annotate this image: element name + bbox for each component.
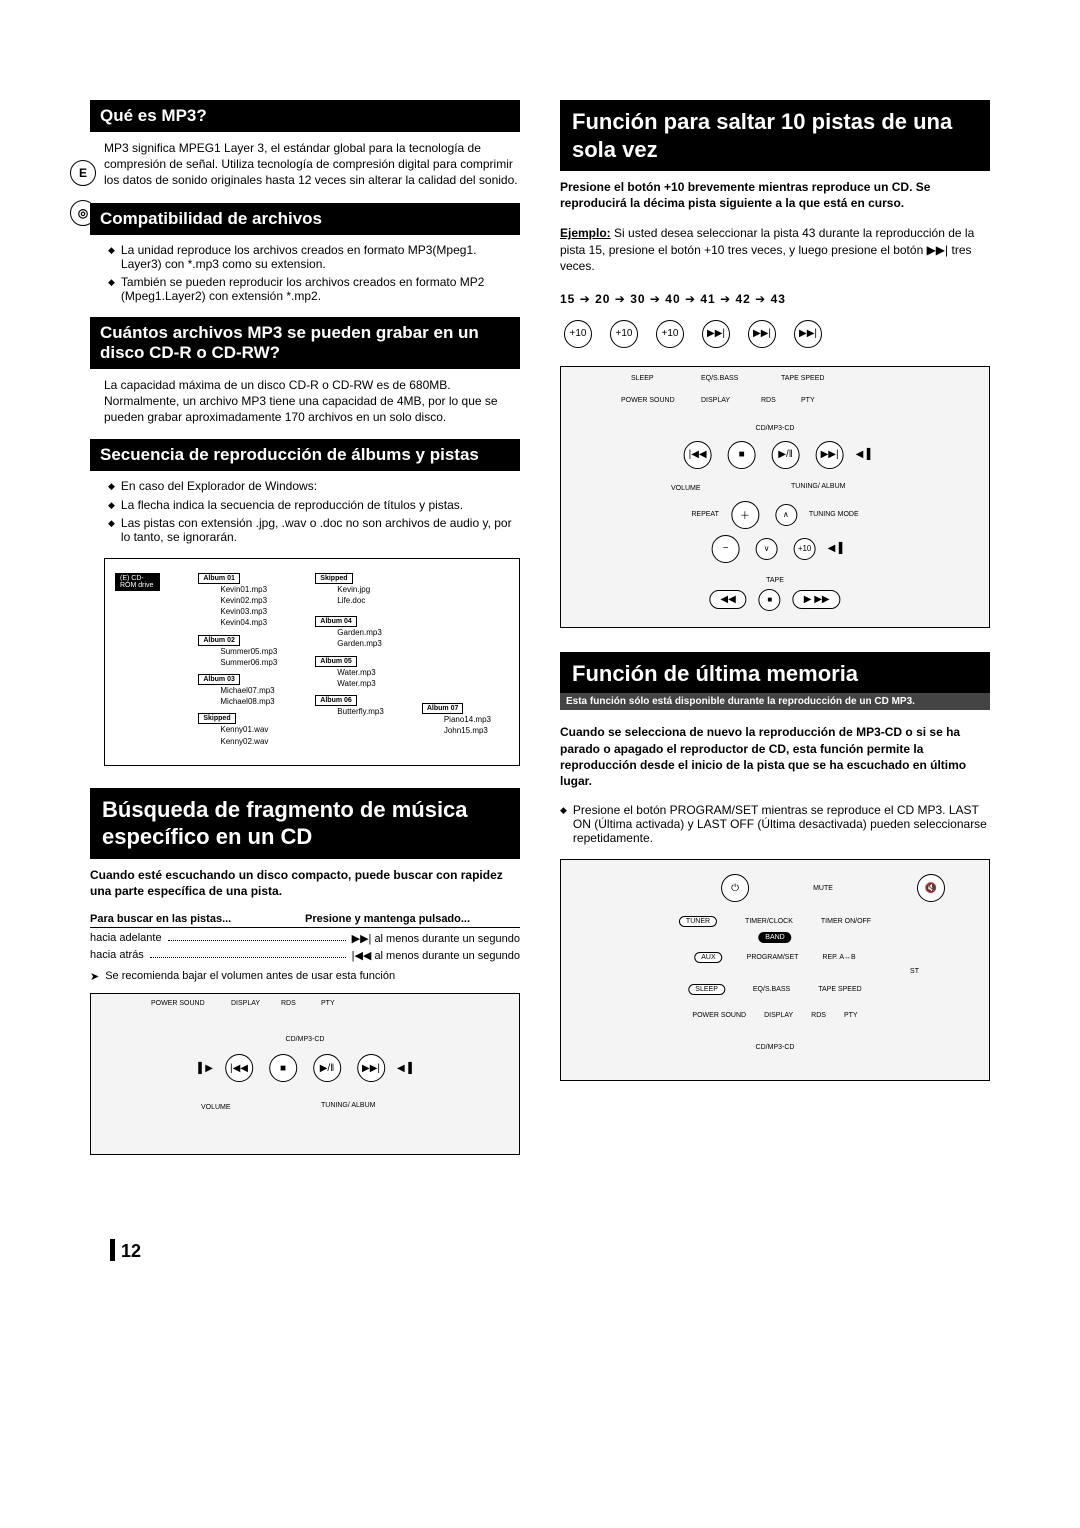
next-track-icon: ▶▶|	[794, 320, 822, 348]
tbl-r1a: hacia adelante	[90, 932, 162, 945]
compat-bullets: La unidad reproduce los archivos creados…	[108, 243, 520, 303]
plus10-icon: +10	[656, 320, 684, 348]
seq-b1: En caso del Explorador de Windows:	[121, 479, 317, 493]
para-saltar10b: Ejemplo: Si usted desea seleccionar la p…	[560, 225, 990, 274]
seq-b3: Las pistas con extensión .jpg, .wav o .d…	[121, 516, 520, 544]
button-sequence: +10 +10 +10 ▶▶| ▶▶| ▶▶|	[560, 320, 990, 348]
hdr-que-es-mp3: Qué es MP3?	[90, 100, 520, 132]
sub-ultima: Esta función sólo está disponible durant…	[560, 693, 990, 710]
ultima-bullets: Presione el botón PROGRAM/SET mientras s…	[560, 803, 990, 845]
para-que-es-mp3: MP3 significa MPEG1 Layer 3, el estándar…	[104, 140, 520, 189]
album-05: Album 05	[315, 656, 357, 667]
para-busqueda-intro: Cuando esté escuchando un disco compacto…	[90, 867, 520, 899]
disc-icon: ◎	[70, 200, 96, 226]
next-track-icon: ▶▶|	[748, 320, 776, 348]
album-07: Album 07	[422, 703, 464, 714]
tbl-r2a: hacia atrás	[90, 949, 144, 962]
para-saltar10a: Presione el botón +10 brevemente mientra…	[560, 179, 990, 211]
track-sequence: 15 20 30 40 41 42 43	[560, 292, 990, 306]
album-03: Album 03	[198, 674, 240, 685]
seq-b2: La flecha indica la secuencia de reprodu…	[121, 498, 463, 512]
page-root: Qué es MP3? MP3 significa MPEG1 Layer 3,…	[90, 100, 990, 1179]
page-number: 12	[110, 1239, 1080, 1262]
marker-letter: E	[70, 160, 96, 186]
tree-root: (E) CD-ROM drive	[115, 573, 160, 591]
compat-b2: También se pueden reproducir los archivo…	[121, 275, 520, 303]
compat-b1: La unidad reproduce los archivos creados…	[121, 243, 520, 271]
remote-illustration-3: ⏻ MUTE 🔇 TUNER TIMER/CLOCK TIMER ON/OFF …	[560, 859, 990, 1081]
hdr-secuencia: Secuencia de reproducción de álbums y pi…	[90, 439, 520, 471]
side-icons: E ◎	[70, 160, 98, 240]
tbl-r1b: ▶▶| al menos durante un segundo	[352, 932, 520, 945]
hdr-compat: Compatibilidad de archivos	[90, 203, 520, 235]
skipped-1: Skipped	[198, 713, 235, 724]
next-track-icon: ▶▶|	[702, 320, 730, 348]
tbl-h1: Para buscar en las pistas...	[90, 913, 305, 925]
right-column: Función para saltar 10 pistas de una sol…	[560, 100, 990, 1179]
remote-illustration-1: POWER SOUND DISPLAY RDS PTY CD/MP3-CD ▌▶…	[90, 993, 520, 1155]
hdr-ultima-memoria: Función de última memoria	[560, 652, 990, 696]
plus10-icon: +10	[564, 320, 592, 348]
search-table: Para buscar en las pistas... Presione y …	[90, 913, 520, 962]
folder-tree-figure: (E) CD-ROM drive Album 01 Kevin01.mp3 Ke…	[104, 558, 520, 766]
album-02: Album 02	[198, 635, 240, 646]
mute-icon: 🔇	[917, 874, 945, 902]
plus10-icon: +10	[610, 320, 638, 348]
ultima-b1: Presione el botón PROGRAM/SET mientras s…	[573, 803, 990, 845]
hdr-busqueda: Búsqueda de fragmento de música específi…	[90, 788, 520, 859]
hdr-saltar10: Función para saltar 10 pistas de una sol…	[560, 100, 990, 171]
skipped-2: Skipped	[315, 573, 352, 584]
para-ultima: Cuando se selecciona de nuevo la reprodu…	[560, 724, 990, 789]
volume-note: Se recomienda bajar el volumen antes de …	[90, 970, 520, 983]
album-01: Album 01	[198, 573, 240, 584]
para-cuantos: La capacidad máxima de un disco CD-R o C…	[104, 377, 520, 426]
tbl-h2: Presione y mantenga pulsado...	[305, 913, 470, 925]
secuencia-bullets: En caso del Explorador de Windows: La fl…	[108, 479, 520, 544]
album-06: Album 06	[315, 695, 357, 706]
hdr-cuantos: Cuántos archivos MP3 se pueden grabar en…	[90, 317, 520, 369]
album-04: Album 04	[315, 616, 357, 627]
left-column: Qué es MP3? MP3 significa MPEG1 Layer 3,…	[90, 100, 520, 1179]
remote-illustration-2: SLEEP EQ/S.BASS TAPE SPEED POWER SOUND D…	[560, 366, 990, 628]
tbl-r2b: |◀◀ al menos durante un segundo	[352, 949, 520, 962]
